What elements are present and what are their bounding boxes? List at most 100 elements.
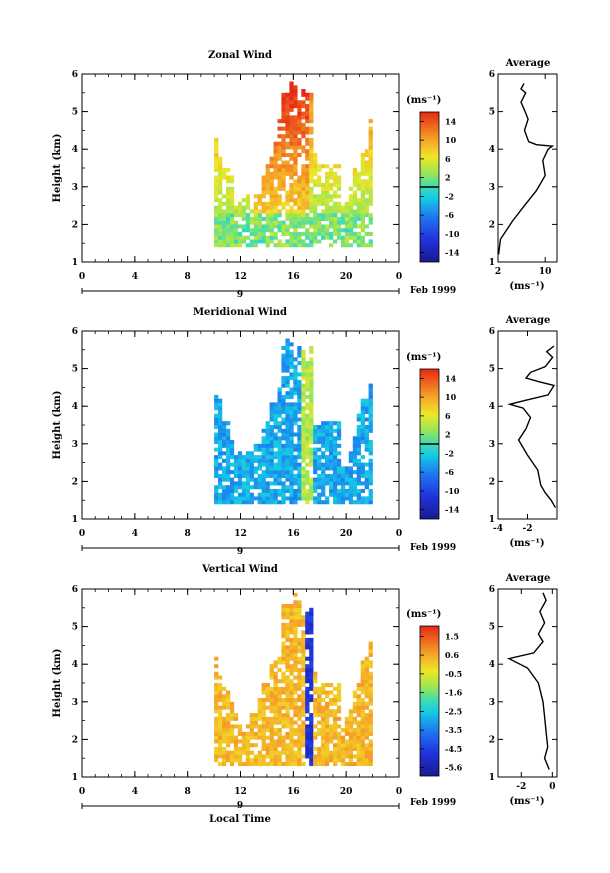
heatmap-cell <box>344 746 350 751</box>
heatmap-cell <box>325 231 330 236</box>
heatmap-cell <box>360 743 365 748</box>
heatmap-cell <box>293 477 298 482</box>
heatmap-cell <box>301 492 306 497</box>
heatmap-cell <box>305 724 310 729</box>
heatmap-cell <box>289 615 294 620</box>
heatmap-cell <box>297 122 302 127</box>
heatmap-cell <box>368 190 373 195</box>
heatmap-cell <box>317 754 322 759</box>
heatmap-cell <box>364 758 369 763</box>
heatmap-cell <box>352 440 358 445</box>
heatmap-cell <box>214 500 219 505</box>
heatmap-cell <box>229 205 235 210</box>
heatmap-cell <box>269 447 274 452</box>
heatmap-cell <box>289 716 294 721</box>
heatmap-cell <box>261 746 266 751</box>
heatmap-cell <box>352 492 358 497</box>
heatmap-cell <box>265 458 270 463</box>
heatmap-cell <box>360 220 365 225</box>
heatmap-cell <box>364 724 369 729</box>
heatmap-cell <box>364 398 369 403</box>
heatmap-cell <box>352 754 358 759</box>
x-tick-label: 8 <box>185 787 191 797</box>
heatmap-cell <box>297 387 302 392</box>
heatmap-cell <box>233 205 239 210</box>
heatmap-cell <box>321 724 326 729</box>
heatmap-cell <box>285 107 290 112</box>
heatmap-cell <box>368 137 373 142</box>
heatmap-cell <box>364 410 369 415</box>
heatmap-cell <box>293 402 298 407</box>
heatmap-cell <box>333 735 338 740</box>
heatmap-cell <box>285 349 290 354</box>
heatmap-cell <box>333 743 338 748</box>
heatmap-cell <box>344 477 350 482</box>
heatmap-cell <box>229 179 235 184</box>
heatmap-cell <box>222 686 227 691</box>
heatmap-cell <box>285 604 290 609</box>
heatmap-cell <box>249 239 254 244</box>
heatmap-cell <box>273 716 278 721</box>
heatmap-cell <box>218 198 223 203</box>
heatmap-cell <box>356 731 361 736</box>
heatmap-cell <box>293 462 298 467</box>
heatmap-cell <box>281 104 286 109</box>
heatmap-cell <box>309 698 314 703</box>
heatmap-cell <box>218 686 223 691</box>
heatmap-cell <box>214 432 219 437</box>
heatmap-cell <box>277 660 282 665</box>
heatmap-cell <box>222 739 227 744</box>
heatmap-cell <box>344 205 350 210</box>
heatmap-cell <box>245 198 251 203</box>
heatmap-cell <box>360 436 365 441</box>
heatmap-cell <box>356 694 361 699</box>
heatmap-cell <box>301 634 306 639</box>
heatmap-cell <box>368 216 373 221</box>
heatmap-cell <box>218 231 223 236</box>
heatmap-cell <box>229 713 235 718</box>
heatmap-cell <box>281 626 286 631</box>
date-month-label: Feb 1999 <box>410 798 456 808</box>
heatmap-cell <box>277 141 282 146</box>
heatmap-cell <box>277 149 282 154</box>
heatmap-cell <box>285 713 290 718</box>
heatmap-cell <box>305 130 310 135</box>
heatmap-cell <box>352 746 358 751</box>
heatmap-cell <box>293 641 298 646</box>
heatmap-cell <box>222 750 227 755</box>
heatmap-cell <box>277 194 282 199</box>
heatmap-cell <box>309 637 314 642</box>
heatmap-cell <box>368 679 373 684</box>
heatmap-cell <box>321 213 326 218</box>
heatmap-cell <box>273 492 278 497</box>
x-tick-label: 16 <box>287 787 300 797</box>
heatmap-cell <box>356 436 361 441</box>
heatmap-cell <box>237 754 243 759</box>
heatmap-cell <box>305 451 310 456</box>
heatmap-cell <box>317 481 322 486</box>
heatmap-cell <box>329 481 334 486</box>
heatmap-cell <box>261 183 266 188</box>
heatmap-cell <box>293 179 298 184</box>
heatmap-cell <box>245 731 251 736</box>
average-x-label: (ms⁻¹) <box>509 796 544 807</box>
heatmap-cell <box>336 235 342 240</box>
heatmap-cell <box>214 168 219 173</box>
heatmap-cell <box>214 235 219 240</box>
heatmap-cell <box>356 205 361 210</box>
heatmap-cell <box>285 342 290 347</box>
heatmap-cell <box>281 394 286 399</box>
heatmap-cell <box>222 171 227 176</box>
heatmap-cell <box>257 220 262 225</box>
heatmap-cell <box>229 462 235 467</box>
heatmap-cell <box>214 164 219 169</box>
heatmap-cell <box>301 694 306 699</box>
x-tick-label: 20 <box>340 272 353 282</box>
heatmap-cell <box>226 724 231 729</box>
heatmap-cell <box>364 660 369 665</box>
heatmap-cell <box>336 735 342 740</box>
heatmap-cell <box>333 220 338 225</box>
heatmap-cell <box>261 690 266 695</box>
heatmap-cell <box>265 705 270 710</box>
heatmap-cell <box>297 346 302 351</box>
